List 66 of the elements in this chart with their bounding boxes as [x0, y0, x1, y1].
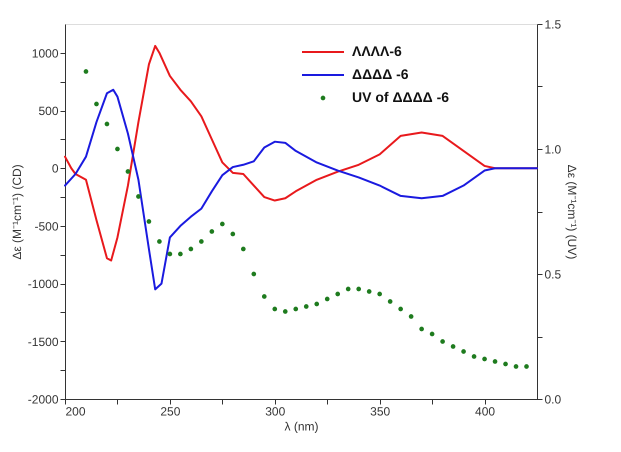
point [104, 122, 110, 126]
point [314, 302, 320, 306]
x-tick-label: 200 [66, 404, 86, 418]
point [524, 364, 529, 369]
point [272, 306, 278, 312]
y2-tick-label: 0.0 [544, 392, 562, 406]
line-series [64, 88, 538, 290]
point [472, 354, 476, 359]
point [210, 229, 214, 234]
y-tick-label: -2000 [28, 392, 59, 406]
x-tick-label: 350 [370, 404, 390, 418]
y2-tick-label: 1.5 [544, 18, 562, 32]
y2-tick-label: 0.5 [544, 268, 562, 282]
x-tick-label: 300 [265, 404, 286, 418]
point [84, 69, 88, 74]
point [115, 146, 120, 152]
point [282, 309, 288, 314]
x-tick-label: 400 [475, 404, 496, 418]
point [240, 246, 246, 252]
point [492, 359, 498, 364]
point [136, 194, 141, 199]
y-tick-label: -1500 [28, 334, 59, 349]
point [220, 222, 225, 226]
y-axis-title: Δε (M⁻¹cm⁻¹) (CD) [10, 164, 24, 260]
point [461, 349, 466, 354]
point [503, 362, 508, 366]
point [251, 272, 256, 276]
point [188, 246, 194, 252]
x-tick-label: 250 [160, 404, 181, 418]
y2-axis-title: Δε (M⁻¹cm⁻¹) (UV) [565, 164, 580, 260]
y2-tick-label: 1.0 [544, 142, 562, 156]
point [230, 232, 236, 236]
point [482, 356, 487, 362]
point [304, 304, 309, 309]
point [157, 239, 162, 244]
y-tick-label: -1000 [28, 277, 59, 292]
point [408, 314, 414, 319]
legend-label: ΛΛΛΛ-6 [352, 43, 402, 59]
point [168, 252, 172, 256]
point [126, 169, 130, 174]
point [398, 306, 403, 312]
legend-label: UV of ΔΔΔΔ -6 [352, 89, 450, 105]
y-tick-label: 500 [38, 104, 59, 118]
point [346, 286, 351, 292]
point [262, 294, 267, 299]
point [430, 332, 434, 336]
point [199, 239, 204, 244]
legend-label: ΔΔΔΔ -6 [352, 66, 409, 82]
y-tick-label: 0 [52, 162, 59, 176]
point [146, 219, 152, 224]
point [356, 286, 362, 292]
point [450, 344, 456, 349]
point [377, 292, 382, 296]
point [440, 339, 445, 344]
point [94, 102, 99, 106]
point [178, 252, 183, 256]
point [388, 299, 392, 304]
point [514, 364, 518, 369]
point [419, 326, 424, 332]
point [293, 306, 298, 312]
y-tick-label: 1000 [32, 46, 59, 60]
point [335, 292, 340, 296]
x-axis-title: λ (nm) [284, 420, 318, 434]
point [366, 289, 372, 294]
y-tick-label: -500 [34, 219, 59, 234]
point [324, 296, 330, 302]
